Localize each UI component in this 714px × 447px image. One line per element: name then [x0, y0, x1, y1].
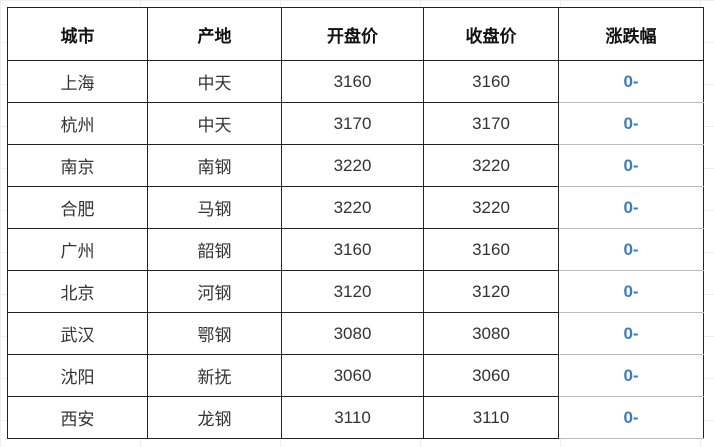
cell-city: 沈阳 — [7, 354, 148, 397]
cell-open: 3120 — [281, 270, 424, 313]
cell-close: 3110 — [423, 396, 559, 439]
cell-city: 杭州 — [7, 102, 148, 145]
cell-open: 3220 — [281, 144, 424, 187]
cell-change: 0- — [558, 354, 704, 397]
header-origin: 产地 — [147, 7, 282, 61]
cell-change: 0- — [558, 186, 704, 229]
cell-origin: 中天 — [147, 60, 282, 103]
cell-city: 南京 — [7, 144, 148, 187]
table-row: 广州 韶钢 3160 3160 0- — [7, 228, 704, 271]
cell-close: 3080 — [423, 312, 559, 355]
cell-origin: 河钢 — [147, 270, 282, 313]
cell-change: 0- — [558, 144, 704, 187]
table-row: 沈阳 新抚 3060 3060 0- — [7, 354, 704, 397]
cell-change: 0- — [558, 102, 704, 145]
cell-origin: 南钢 — [147, 144, 282, 187]
cell-open: 3160 — [281, 228, 424, 271]
cell-change: 0- — [558, 228, 704, 271]
table-row: 西安 龙钢 3110 3110 0- — [7, 396, 704, 439]
table-row: 上海 中天 3160 3160 0- — [7, 60, 704, 103]
cell-open: 3080 — [281, 312, 424, 355]
cell-open: 3220 — [281, 186, 424, 229]
cell-open: 3110 — [281, 396, 424, 439]
cell-open: 3060 — [281, 354, 424, 397]
cell-change: 0- — [558, 60, 704, 103]
cell-close: 3160 — [423, 228, 559, 271]
cell-change: 0- — [558, 312, 704, 355]
cell-close: 3160 — [423, 60, 559, 103]
cell-origin: 龙钢 — [147, 396, 282, 439]
table-row: 武汉 鄂钢 3080 3080 0- — [7, 312, 704, 355]
header-city: 城市 — [7, 7, 148, 61]
cell-close: 3220 — [423, 186, 559, 229]
cell-open: 3170 — [281, 102, 424, 145]
cell-close: 3170 — [423, 102, 559, 145]
header-row: 城市 产地 开盘价 收盘价 涨跌幅 — [7, 7, 704, 61]
cell-origin: 马钢 — [147, 186, 282, 229]
cell-city: 合肥 — [7, 186, 148, 229]
cell-change: 0- — [558, 270, 704, 313]
cell-city: 武汉 — [7, 312, 148, 355]
header-open: 开盘价 — [281, 7, 424, 61]
cell-close: 3220 — [423, 144, 559, 187]
table-row: 杭州 中天 3170 3170 0- — [7, 102, 704, 145]
price-table: 城市 产地 开盘价 收盘价 涨跌幅 上海 中天 3160 3160 0- 杭州 中天 3170… — [7, 7, 704, 439]
cell-open: 3160 — [281, 60, 424, 103]
header-change: 涨跌幅 — [558, 7, 704, 61]
cell-origin: 韶钢 — [147, 228, 282, 271]
cell-close: 3120 — [423, 270, 559, 313]
table-row: 合肥 马钢 3220 3220 0- — [7, 186, 704, 229]
table-row: 北京 河钢 3120 3120 0- — [7, 270, 704, 313]
cell-origin: 中天 — [147, 102, 282, 145]
table-row: 南京 南钢 3220 3220 0- — [7, 144, 704, 187]
cell-close: 3060 — [423, 354, 559, 397]
cell-change: 0- — [558, 396, 704, 439]
cell-origin: 鄂钢 — [147, 312, 282, 355]
cell-city: 上海 — [7, 60, 148, 103]
cell-origin: 新抚 — [147, 354, 282, 397]
cell-city: 广州 — [7, 228, 148, 271]
cell-city: 北京 — [7, 270, 148, 313]
header-close: 收盘价 — [423, 7, 559, 61]
cell-city: 西安 — [7, 396, 148, 439]
